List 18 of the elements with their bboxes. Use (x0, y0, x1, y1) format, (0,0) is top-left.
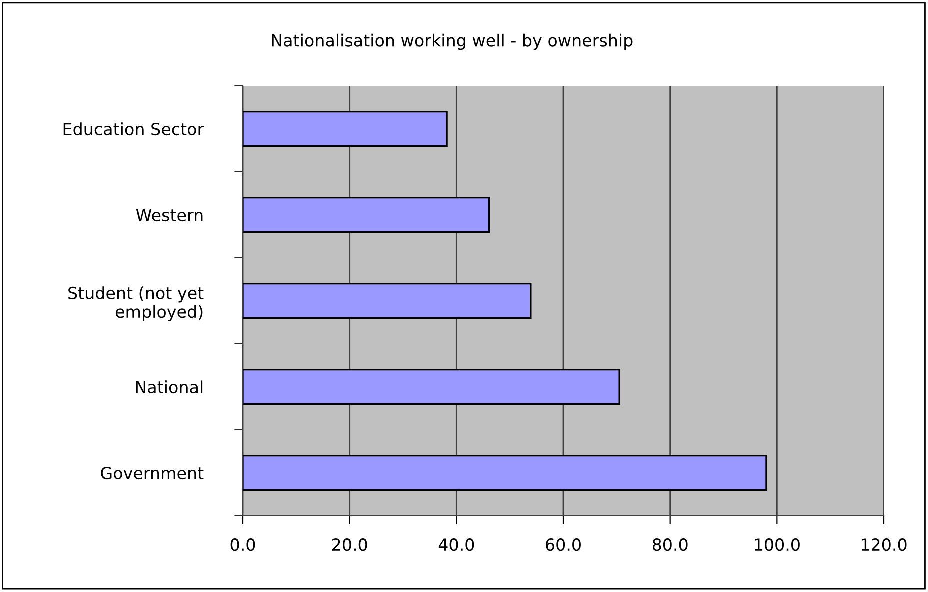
x-tick-label: 120.0 (862, 538, 907, 552)
bar (243, 282, 532, 320)
x-tick-label: 40.0 (438, 538, 474, 552)
y-tick-label: Western (136, 209, 203, 222)
y-tick-label: Government (101, 466, 204, 480)
bar (243, 196, 490, 234)
x-tick-label: 20.0 (332, 538, 368, 552)
chart-title: Nationalisation working well - by ownership (272, 34, 633, 50)
bar (243, 110, 448, 148)
x-tick-label: 80.0 (652, 538, 688, 552)
bar (243, 368, 620, 406)
y-tick-label: Education Sector (64, 122, 204, 136)
x-tick-label: 0.0 (230, 538, 256, 552)
x-tick-label: 60.0 (546, 538, 581, 552)
bar (243, 454, 768, 492)
y-tick-label: National (136, 380, 203, 394)
x-tick-label: 100.0 (755, 538, 800, 552)
y-tick-label: Student (not yet employed) (68, 286, 204, 322)
